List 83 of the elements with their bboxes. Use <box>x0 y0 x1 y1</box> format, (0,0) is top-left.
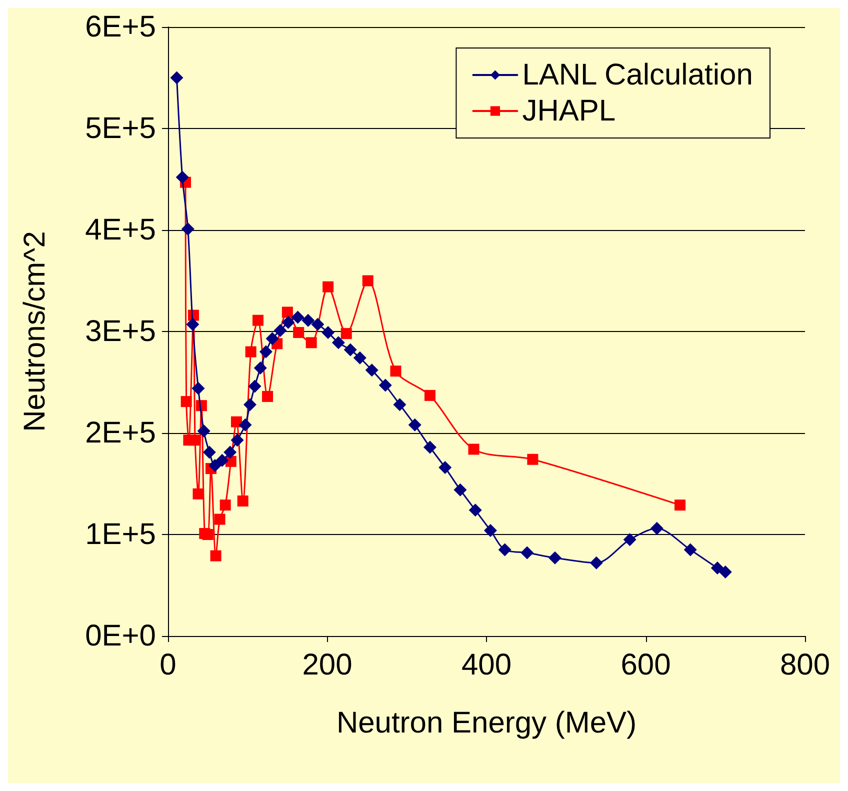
point <box>282 306 293 318</box>
point <box>202 529 214 540</box>
point <box>344 343 357 356</box>
y-tick-label: 0E+0 <box>85 620 156 652</box>
point <box>230 416 242 428</box>
point <box>302 314 315 327</box>
point <box>230 434 244 447</box>
y-axis-title: Neutrons/cm^2 <box>18 231 52 432</box>
point <box>245 346 256 358</box>
point <box>332 336 345 350</box>
point <box>408 418 422 432</box>
point <box>710 561 724 574</box>
point <box>498 543 512 556</box>
point <box>244 398 257 412</box>
point <box>291 310 304 324</box>
point <box>208 458 222 472</box>
point <box>259 345 272 358</box>
point <box>650 522 664 535</box>
point <box>684 543 697 556</box>
point <box>548 551 562 564</box>
point <box>527 454 538 465</box>
point <box>438 461 452 474</box>
point <box>674 500 686 511</box>
point <box>216 454 229 467</box>
point <box>390 366 402 377</box>
point <box>176 170 189 184</box>
point <box>274 324 287 337</box>
point <box>170 71 184 84</box>
point <box>424 390 436 401</box>
point <box>718 566 732 579</box>
point <box>311 318 324 331</box>
point <box>220 500 231 511</box>
point <box>365 364 378 377</box>
point <box>248 380 262 393</box>
point <box>468 504 482 517</box>
point <box>378 378 392 392</box>
point <box>197 424 210 438</box>
point <box>322 326 335 340</box>
point <box>623 533 636 546</box>
x-tick-label: 800 <box>780 648 830 682</box>
point <box>423 440 436 454</box>
point <box>262 390 274 402</box>
point <box>214 514 226 525</box>
y-tick-label: 5E+5 <box>85 112 156 145</box>
point <box>393 398 406 412</box>
point <box>238 418 252 432</box>
point <box>192 382 205 395</box>
y-tick-label: 6E+5 <box>85 10 156 44</box>
point <box>237 496 248 507</box>
point <box>210 550 222 562</box>
y-tick-label: 2E+5 <box>85 416 156 450</box>
y-tick-label: 1E+5 <box>85 518 156 551</box>
point <box>186 318 200 331</box>
point <box>282 316 295 329</box>
point <box>224 446 237 459</box>
point <box>202 446 216 459</box>
point <box>181 222 194 236</box>
point <box>340 328 352 340</box>
legend-label: JHAPL <box>522 94 616 128</box>
point <box>190 434 201 446</box>
point <box>254 362 267 375</box>
point <box>306 337 317 348</box>
point <box>362 275 374 286</box>
x-tick-label: 600 <box>620 648 671 682</box>
point <box>520 546 534 560</box>
legend-label: LANL Calculation <box>522 58 753 92</box>
point <box>454 483 467 496</box>
point <box>180 396 192 408</box>
point <box>192 488 204 500</box>
y-tick-label: 3E+5 <box>85 315 156 348</box>
point <box>322 281 334 292</box>
point <box>353 351 366 364</box>
y-tick-label: 4E+5 <box>85 214 156 246</box>
x-tick-label: 0 <box>160 648 176 682</box>
x-tick-label: 200 <box>302 648 352 682</box>
point <box>468 444 480 455</box>
point <box>266 332 279 346</box>
x-tick-label: 400 <box>461 648 512 682</box>
point <box>252 314 264 326</box>
x-axis-title: Neutron Energy (MeV) <box>336 706 637 740</box>
point <box>293 327 304 338</box>
point <box>484 524 497 537</box>
point <box>590 556 603 570</box>
